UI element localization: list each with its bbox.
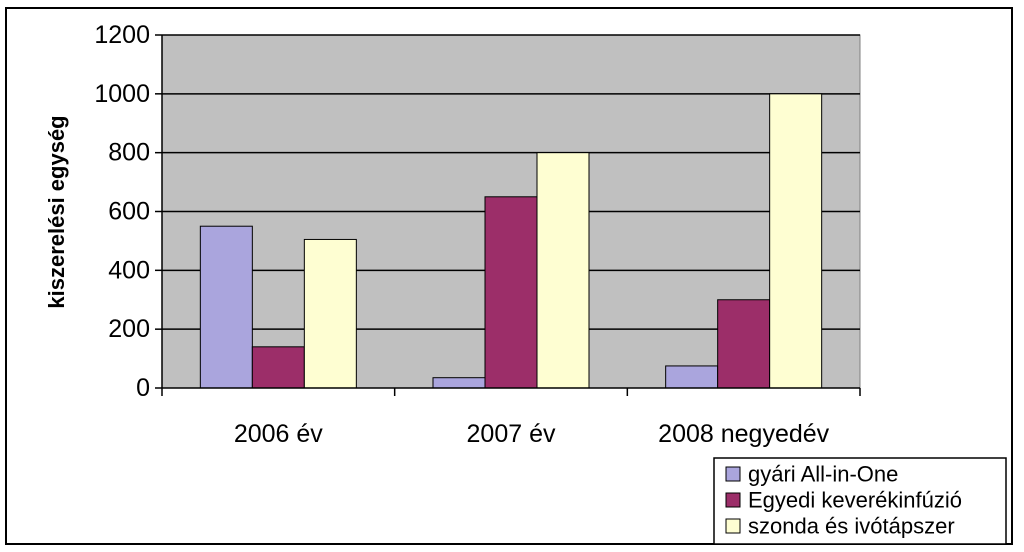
- legend-label: szonda és ivótápszer: [748, 514, 955, 539]
- y-tick-label: 200: [108, 315, 150, 343]
- bar: [769, 93, 823, 389]
- bar: [251, 346, 305, 389]
- y-tick-label: 400: [108, 256, 150, 284]
- legend-label: gyári All-in-One: [748, 462, 898, 487]
- bar: [199, 225, 253, 389]
- x-tick-label: 2006 év: [234, 420, 323, 448]
- y-tick-label: 1200: [94, 21, 150, 49]
- y-axis-label: kiszerelési egység: [44, 115, 69, 308]
- legend-swatch: [725, 466, 741, 482]
- y-tick-label: 800: [108, 139, 150, 167]
- bar: [717, 299, 771, 389]
- legend-swatch: [725, 492, 741, 508]
- x-tick-label: 2007 év: [467, 420, 556, 448]
- x-tick-labels: 2006 év 2007 év 2008 negyedév: [234, 420, 830, 448]
- legend-box: [713, 457, 1007, 545]
- legend-swatch: [725, 518, 741, 534]
- x-tick-label: 2008 negyedév: [658, 420, 829, 448]
- y-tick-label: 1000: [94, 80, 150, 108]
- bars: [199, 93, 823, 389]
- bar: [484, 196, 538, 389]
- bar: [303, 238, 357, 389]
- y-tick-label: 600: [108, 198, 150, 226]
- bar: [665, 365, 719, 389]
- bar: [536, 152, 590, 389]
- y-tick-label: 0: [136, 374, 150, 402]
- bar: [432, 377, 486, 389]
- axes: [155, 34, 861, 396]
- y-tick-labels: 0 200 400 600 800 1000 1200: [94, 21, 150, 402]
- legend-label: Egyedi keverékinfúzió: [748, 488, 962, 513]
